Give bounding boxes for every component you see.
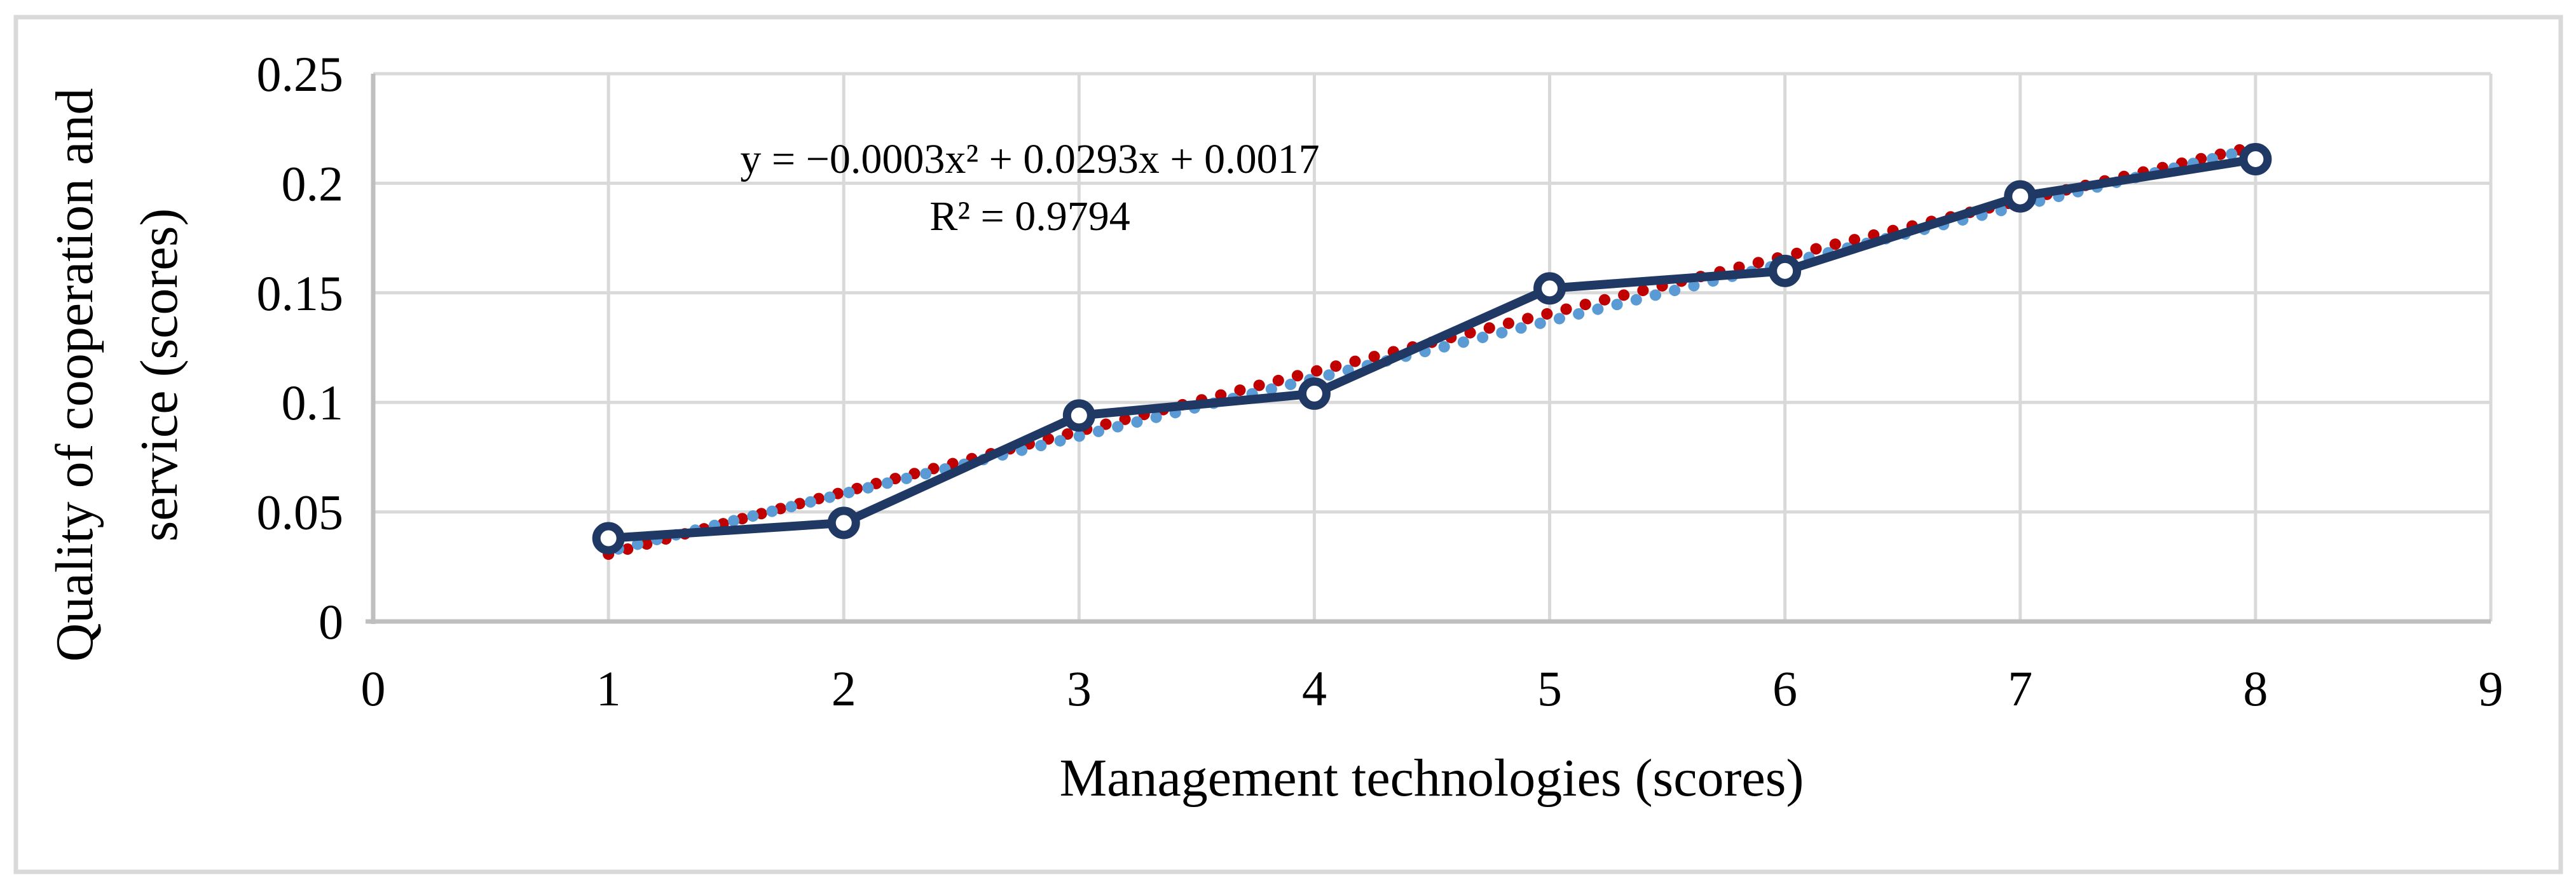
x-tick-label: 5 <box>1537 661 1562 716</box>
x-tick-label: 4 <box>1302 661 1327 716</box>
figure-border <box>13 15 2563 874</box>
x-axis-title: Management technologies (scores) <box>1060 749 1804 808</box>
data-series <box>592 142 2272 555</box>
x-tick-label: 2 <box>832 661 856 716</box>
y-axis-title-line1: Quality of cooperation and <box>45 88 104 662</box>
y-axis-title-line2: service (scores) <box>130 208 189 542</box>
axes <box>366 74 2491 624</box>
data-point-marker <box>827 506 860 540</box>
y-tick-label: 0.2 <box>282 156 344 211</box>
x-tick-label: 8 <box>2243 661 2268 716</box>
data-point-marker <box>1062 399 1095 432</box>
data-point-marker <box>2004 180 2037 213</box>
data-point-marker <box>2239 142 2272 175</box>
x-tick-label: 1 <box>596 661 621 716</box>
y-tick-label: 0.05 <box>257 485 344 540</box>
x-tick-label: 3 <box>1067 661 1092 716</box>
x-tick-label: 0 <box>361 661 386 716</box>
y-tick-label: 0.1 <box>282 375 344 430</box>
y-tick-label: 0 <box>319 594 343 649</box>
x-tick-label: 9 <box>2479 661 2504 716</box>
y-tick-label: 0.15 <box>257 266 344 321</box>
data-point-marker <box>1533 272 1566 305</box>
data-series-line <box>608 154 2256 543</box>
r-squared-label: R² = 0.9794 <box>929 193 1130 240</box>
linear-trendline <box>603 142 2261 557</box>
x-tick-label: 6 <box>1772 661 1797 716</box>
data-point-marker <box>1769 254 1802 287</box>
tick-labels: 0 1 2 3 4 5 6 7 8 9 0 0.05 0.1 0.15 0.2 0.25 <box>257 46 2504 716</box>
data-point-marker <box>592 522 625 555</box>
trendline-equation-label: y = −0.0003x² + 0.0293x + 0.0017 <box>740 136 1319 182</box>
y-tick-label: 0.25 <box>257 46 344 102</box>
x-tick-label: 7 <box>2008 661 2032 716</box>
data-point-marker <box>1298 377 1331 410</box>
